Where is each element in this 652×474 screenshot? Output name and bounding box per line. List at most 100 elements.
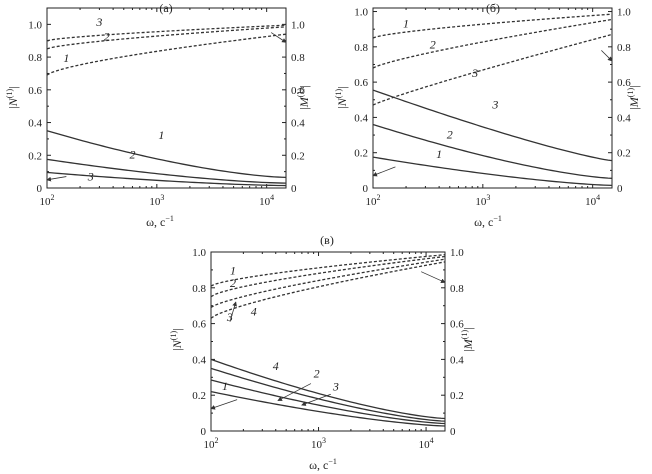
x-tick-label: 103: [149, 193, 164, 208]
series-line-1-right-dashed: [46, 33, 287, 76]
panel-1: 0 0 0.2 0.2 0.4 0.4 0.6 0.6 0.8 0.8 1.0 1.0 102 103 10…: [5, 1, 311, 229]
y-tick-label-right: 0.2: [617, 148, 631, 160]
y-tick-label-right: 1.0: [450, 247, 464, 259]
y-axis-label-left: |N(1)|: [334, 86, 349, 109]
y-tick-label-left: 1.0: [192, 247, 206, 259]
y-tick-label-right: 0.4: [450, 354, 464, 366]
y-tick-label-right: 0.8: [291, 52, 305, 64]
y-tick-label-left: 0.2: [28, 150, 42, 162]
panel-label: (б): [486, 1, 500, 15]
y-axis-label-right: |M(1)|: [296, 85, 311, 110]
y-tick-label-right: 0.4: [617, 112, 631, 124]
series-line-1-left-solid: [46, 130, 287, 179]
y-tick-label-left: 0.4: [354, 112, 368, 124]
series-line-2-right-dashed: [46, 26, 287, 50]
x-axis-label: ω, с−1: [309, 457, 337, 472]
y-tick-label-left: 0.2: [192, 390, 206, 402]
curve-number-label: 3: [491, 98, 498, 112]
y-tick-label-left: 0.6: [354, 77, 368, 89]
series-line-3-right-dashed: [210, 261, 446, 319]
series-line-2-left-solid: [210, 379, 446, 425]
pointer-arrow: [601, 50, 613, 62]
series-line-1-left-solid: [210, 390, 446, 427]
series-line-1-right-dashed: [372, 13, 613, 39]
series-line-3-left-solid: [372, 89, 613, 162]
y-tick-label-left: 0: [363, 183, 369, 195]
y-tick-label-left: 0.6: [28, 85, 42, 97]
curve-number-label: 3: [332, 380, 339, 394]
curve-number-label: 1: [158, 128, 164, 142]
y-tick-label-right: 1.0: [617, 7, 631, 19]
y-tick-label-right: 0.6: [617, 77, 631, 89]
curve-number-label: 3: [471, 66, 478, 80]
y-tick-label-left: 1.0: [354, 7, 368, 19]
x-tick-label: 103: [475, 193, 490, 208]
y-tick-label-right: 0.2: [291, 150, 305, 162]
x-tick-label: 102: [40, 193, 55, 208]
series-line-3-right-dashed: [372, 33, 613, 106]
panel-3: 0 0 0.2 0.2 0.4 0.4 0.6 0.6 0.8 0.8 1.0 1.0 102 103 10…: [169, 233, 475, 472]
y-axis-label-right: |M(1)|: [626, 85, 641, 110]
curve-number-label: 1: [403, 16, 409, 30]
y-tick-label-right: 0.8: [617, 42, 631, 54]
series-line-4-left-solid: [210, 358, 446, 420]
y-tick-label-right: 0.6: [291, 85, 305, 97]
pointer-arrow: [229, 301, 237, 322]
y-tick-label-right: 0: [617, 183, 623, 195]
y-tick-label-right: 0: [450, 426, 456, 438]
panel-label: (а): [159, 1, 172, 15]
y-tick-label-right: 0: [291, 183, 297, 195]
curve-number-label: 1: [230, 263, 236, 277]
pointer-arrow: [46, 176, 67, 182]
curve-number-label: 4: [273, 359, 279, 373]
y-axis-label-left: |N(1)|: [5, 86, 20, 109]
curve-number-label: 3: [226, 310, 233, 324]
x-axis-label: ω, с−1: [474, 214, 502, 229]
y-tick-label-left: 1.0: [28, 19, 42, 31]
y-tick-label-left: 0.8: [354, 42, 368, 54]
y-tick-label-right: 0.2: [450, 390, 464, 402]
curve-number-label: 3: [87, 170, 94, 184]
series-line-4-right-dashed: [210, 258, 446, 309]
series-line-1-left-solid: [372, 156, 613, 186]
series-line-3-right-dashed: [46, 24, 287, 42]
plot-frame: [372, 7, 613, 189]
x-tick-label: 103: [311, 436, 326, 451]
curve-number-label: 2: [430, 38, 436, 52]
y-tick-label-left: 0.8: [28, 52, 42, 64]
series-line-2-left-solid: [46, 158, 287, 184]
y-axis-label-left: |N(1)|: [169, 328, 184, 351]
x-axis-label: ω, с−1: [146, 214, 174, 229]
curve-number-label: 2: [314, 366, 320, 380]
x-tick-label: 104: [259, 193, 274, 208]
series-line-3-left-solid: [46, 171, 287, 187]
pointer-arrow: [270, 32, 287, 43]
y-tick-label-left: 0.4: [28, 118, 42, 130]
pointer-arrow: [210, 399, 238, 410]
y-tick-label-left: 0.4: [192, 354, 206, 366]
y-tick-label-left: 0: [201, 426, 207, 438]
plot-frame: [46, 7, 287, 189]
pointer-arrow: [420, 271, 446, 283]
curve-number-label: 2: [230, 276, 236, 290]
curve-number-label: 1: [222, 379, 228, 393]
x-tick-label: 102: [204, 436, 219, 451]
y-tick-label-left: 0.2: [354, 148, 368, 160]
y-tick-label-right: 0.6: [450, 319, 464, 331]
curve-number-label: 1: [63, 51, 69, 65]
pointer-arrow: [372, 166, 396, 177]
series-line-1-right-dashed: [210, 254, 446, 287]
series-line-2-right-dashed: [372, 18, 613, 69]
curve-number-label: 2: [104, 30, 110, 44]
x-tick-label: 104: [419, 436, 434, 451]
y-tick-label-right: 0.4: [291, 118, 305, 130]
y-tick-label-left: 0.6: [192, 319, 206, 331]
curve-number-label: 1: [436, 147, 442, 161]
y-tick-label-right: 1.0: [291, 19, 305, 31]
pointer-arrow: [277, 383, 312, 401]
panel-2: 0 0 0.2 0.2 0.4 0.4 0.6 0.6 0.8 0.8 1.0 1.0 102 103 10…: [334, 1, 641, 229]
x-tick-label: 104: [585, 193, 600, 208]
series-line-3-left-solid: [210, 367, 446, 422]
curve-number-label: 2: [129, 148, 135, 162]
